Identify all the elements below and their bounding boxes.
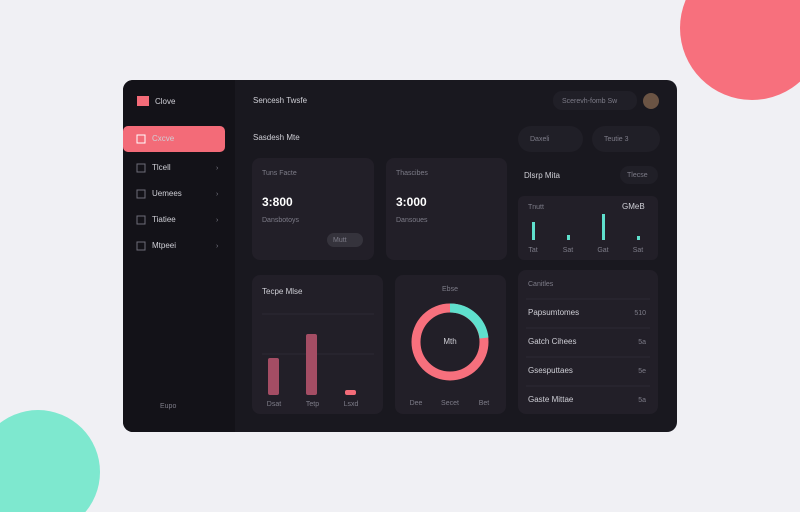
- deco-circle: [0, 410, 100, 512]
- nav-active[interactable]: [123, 126, 225, 152]
- chevron: ›: [216, 243, 219, 250]
- card: [386, 158, 507, 260]
- nav-icon[interactable]: [136, 215, 146, 225]
- row-value: 5a: [638, 397, 646, 404]
- nav-icon[interactable]: [136, 163, 146, 173]
- logo: Clove: [155, 97, 176, 106]
- chevron: ›: [216, 165, 219, 172]
- section-title: Sasdesh Mte: [253, 133, 300, 142]
- chevron: ›: [216, 191, 219, 198]
- nav-label[interactable]: Tlcell: [152, 163, 171, 172]
- nav-label[interactable]: Mtpeei: [152, 241, 176, 250]
- bar-label: Tat: [528, 247, 537, 254]
- panel-title: Dlsrp Mita: [524, 171, 561, 180]
- card: [252, 275, 383, 414]
- row-label: Gsesputtaes: [528, 366, 573, 375]
- button[interactable]: [592, 126, 660, 152]
- nav-label[interactable]: Uemees: [152, 189, 182, 198]
- legend-label: Dee: [410, 400, 423, 407]
- button-label: Daxeli: [530, 136, 550, 143]
- nav-icon[interactable]: [136, 241, 146, 251]
- card-label: Tnutt: [528, 204, 544, 211]
- bar: [602, 214, 605, 240]
- legend-label: Secet: [441, 400, 459, 407]
- bar: [345, 390, 356, 395]
- button-label: Tlecse: [627, 172, 648, 179]
- button-label: Teutie 3: [604, 136, 629, 143]
- card-value: 3:800: [262, 195, 293, 209]
- nav-icon[interactable]: [136, 189, 146, 199]
- nav-icon[interactable]: [136, 134, 146, 144]
- bar-label: Sat: [633, 247, 644, 254]
- sidebar-footer[interactable]: Eupo: [160, 403, 176, 410]
- card-title: Ebse: [442, 286, 458, 293]
- donut-segment: [449, 303, 489, 339]
- logo-icon: [137, 96, 149, 106]
- row-value: 5a: [638, 339, 646, 346]
- row-value: 5e: [638, 368, 646, 375]
- bar: [268, 358, 279, 395]
- search[interactable]: [553, 91, 637, 110]
- button[interactable]: [518, 126, 583, 152]
- pill[interactable]: [327, 233, 363, 247]
- button[interactable]: [620, 166, 658, 184]
- card: [518, 270, 658, 414]
- header-title: Sencesh Twsfe: [253, 96, 308, 105]
- card-title: Tecpe Mlse: [262, 287, 303, 296]
- chevron: ›: [216, 217, 219, 224]
- nav-label[interactable]: Tiatiee: [152, 215, 176, 224]
- sidebar: [123, 80, 235, 432]
- card: [395, 275, 506, 414]
- card-value: 3:000: [396, 195, 427, 209]
- nav-label[interactable]: Cxcve: [152, 134, 175, 143]
- bar-label: Sat: [563, 247, 574, 254]
- bar-label: Tetp: [306, 401, 319, 408]
- row-label: Gatch Cihees: [528, 337, 576, 346]
- bar-label: Lsxd: [344, 401, 359, 408]
- search-text: Scerevh-fomb Sw: [562, 98, 618, 105]
- card-label: GMeB: [622, 202, 645, 211]
- card-label: Thascibes: [396, 170, 428, 177]
- bar: [567, 235, 570, 240]
- pill-label: Mutt: [333, 237, 347, 244]
- row-label: Gaste Mittae: [528, 395, 574, 404]
- row-label: Papsumtomes: [528, 308, 579, 317]
- card-title: Canitles: [528, 281, 554, 288]
- bar: [532, 222, 535, 240]
- legend-label: Bet: [479, 400, 490, 407]
- card: [518, 196, 658, 260]
- bar: [637, 236, 640, 240]
- donut-center: Mth: [443, 337, 456, 346]
- bar-label: Gat: [597, 247, 608, 254]
- bar: [306, 334, 317, 395]
- deco-circle: [680, 0, 800, 100]
- card-sub: Dansoues: [396, 217, 428, 224]
- card-sub: Dansbotoys: [262, 217, 299, 224]
- row-value: 510: [634, 310, 646, 317]
- card-label: Tuns Facte: [262, 170, 297, 177]
- bar-label: Dsat: [267, 401, 281, 408]
- avatar[interactable]: [643, 93, 659, 109]
